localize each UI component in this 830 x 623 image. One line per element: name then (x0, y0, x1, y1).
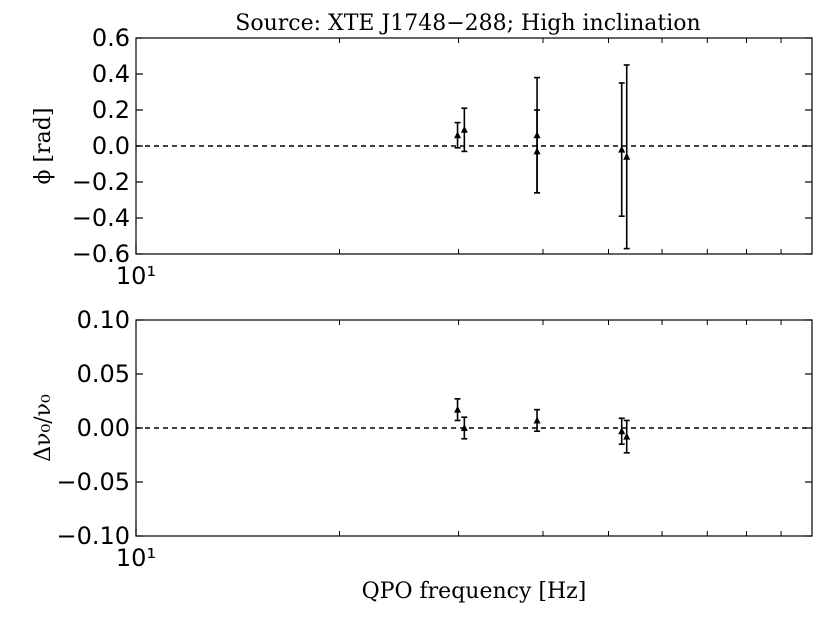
data-point-marker (533, 416, 541, 424)
x-tick-label: 10¹ (116, 544, 156, 572)
frequency-shift-panel: 0.10 0.05 0.00 −0.05 −0.10 10¹ Δν₀/ν₀ QPO fr… (31, 306, 813, 604)
y-tick-label: 0.0 (92, 132, 130, 160)
y-tick-label: −0.05 (56, 468, 130, 496)
chart-title: Source: XTE J1748−288; High inclination (235, 11, 700, 36)
data-point-marker (454, 131, 462, 139)
y-axis-label: ϕ [rad] (31, 108, 56, 185)
data-point-marker (460, 125, 468, 133)
y-tick-label: 0.2 (92, 96, 130, 124)
y-tick-label: −0.6 (72, 240, 130, 268)
x-tick-label: 10¹ (116, 262, 156, 290)
data-point-marker (618, 427, 626, 435)
data-point-marker (533, 147, 541, 155)
phase-lag-panel: 0.6 0.4 0.2 0.0 −0.2 −0.4 −0.6 10¹ ϕ [rad] (31, 24, 813, 290)
x-axis-label: QPO frequency [Hz] (362, 579, 587, 604)
y-axis-label: Δν₀/ν₀ (31, 394, 56, 462)
data-point-marker (623, 152, 631, 160)
y-ticks: 0.6 0.4 0.2 0.0 −0.2 −0.4 −0.6 (72, 24, 812, 268)
y-tick-label: −0.10 (56, 522, 130, 550)
data-point-marker (460, 424, 468, 431)
y-ticks: 0.10 0.05 0.00 −0.05 −0.10 (56, 306, 812, 550)
y-tick-label: −0.2 (72, 168, 130, 196)
y-tick-label: 0.05 (77, 360, 130, 388)
y-tick-label: 0.4 (92, 60, 130, 88)
data-point-marker (623, 432, 631, 440)
y-tick-label: 0.10 (77, 306, 130, 334)
y-tick-label: 0.00 (77, 414, 130, 442)
y-tick-label: −0.4 (72, 204, 130, 232)
data-point-marker (454, 405, 462, 413)
data-points (454, 64, 631, 250)
x-ticks (135, 320, 782, 536)
data-points (454, 398, 631, 454)
x-ticks (135, 38, 782, 254)
data-point-marker (618, 145, 626, 153)
y-tick-label: 0.6 (92, 24, 130, 52)
